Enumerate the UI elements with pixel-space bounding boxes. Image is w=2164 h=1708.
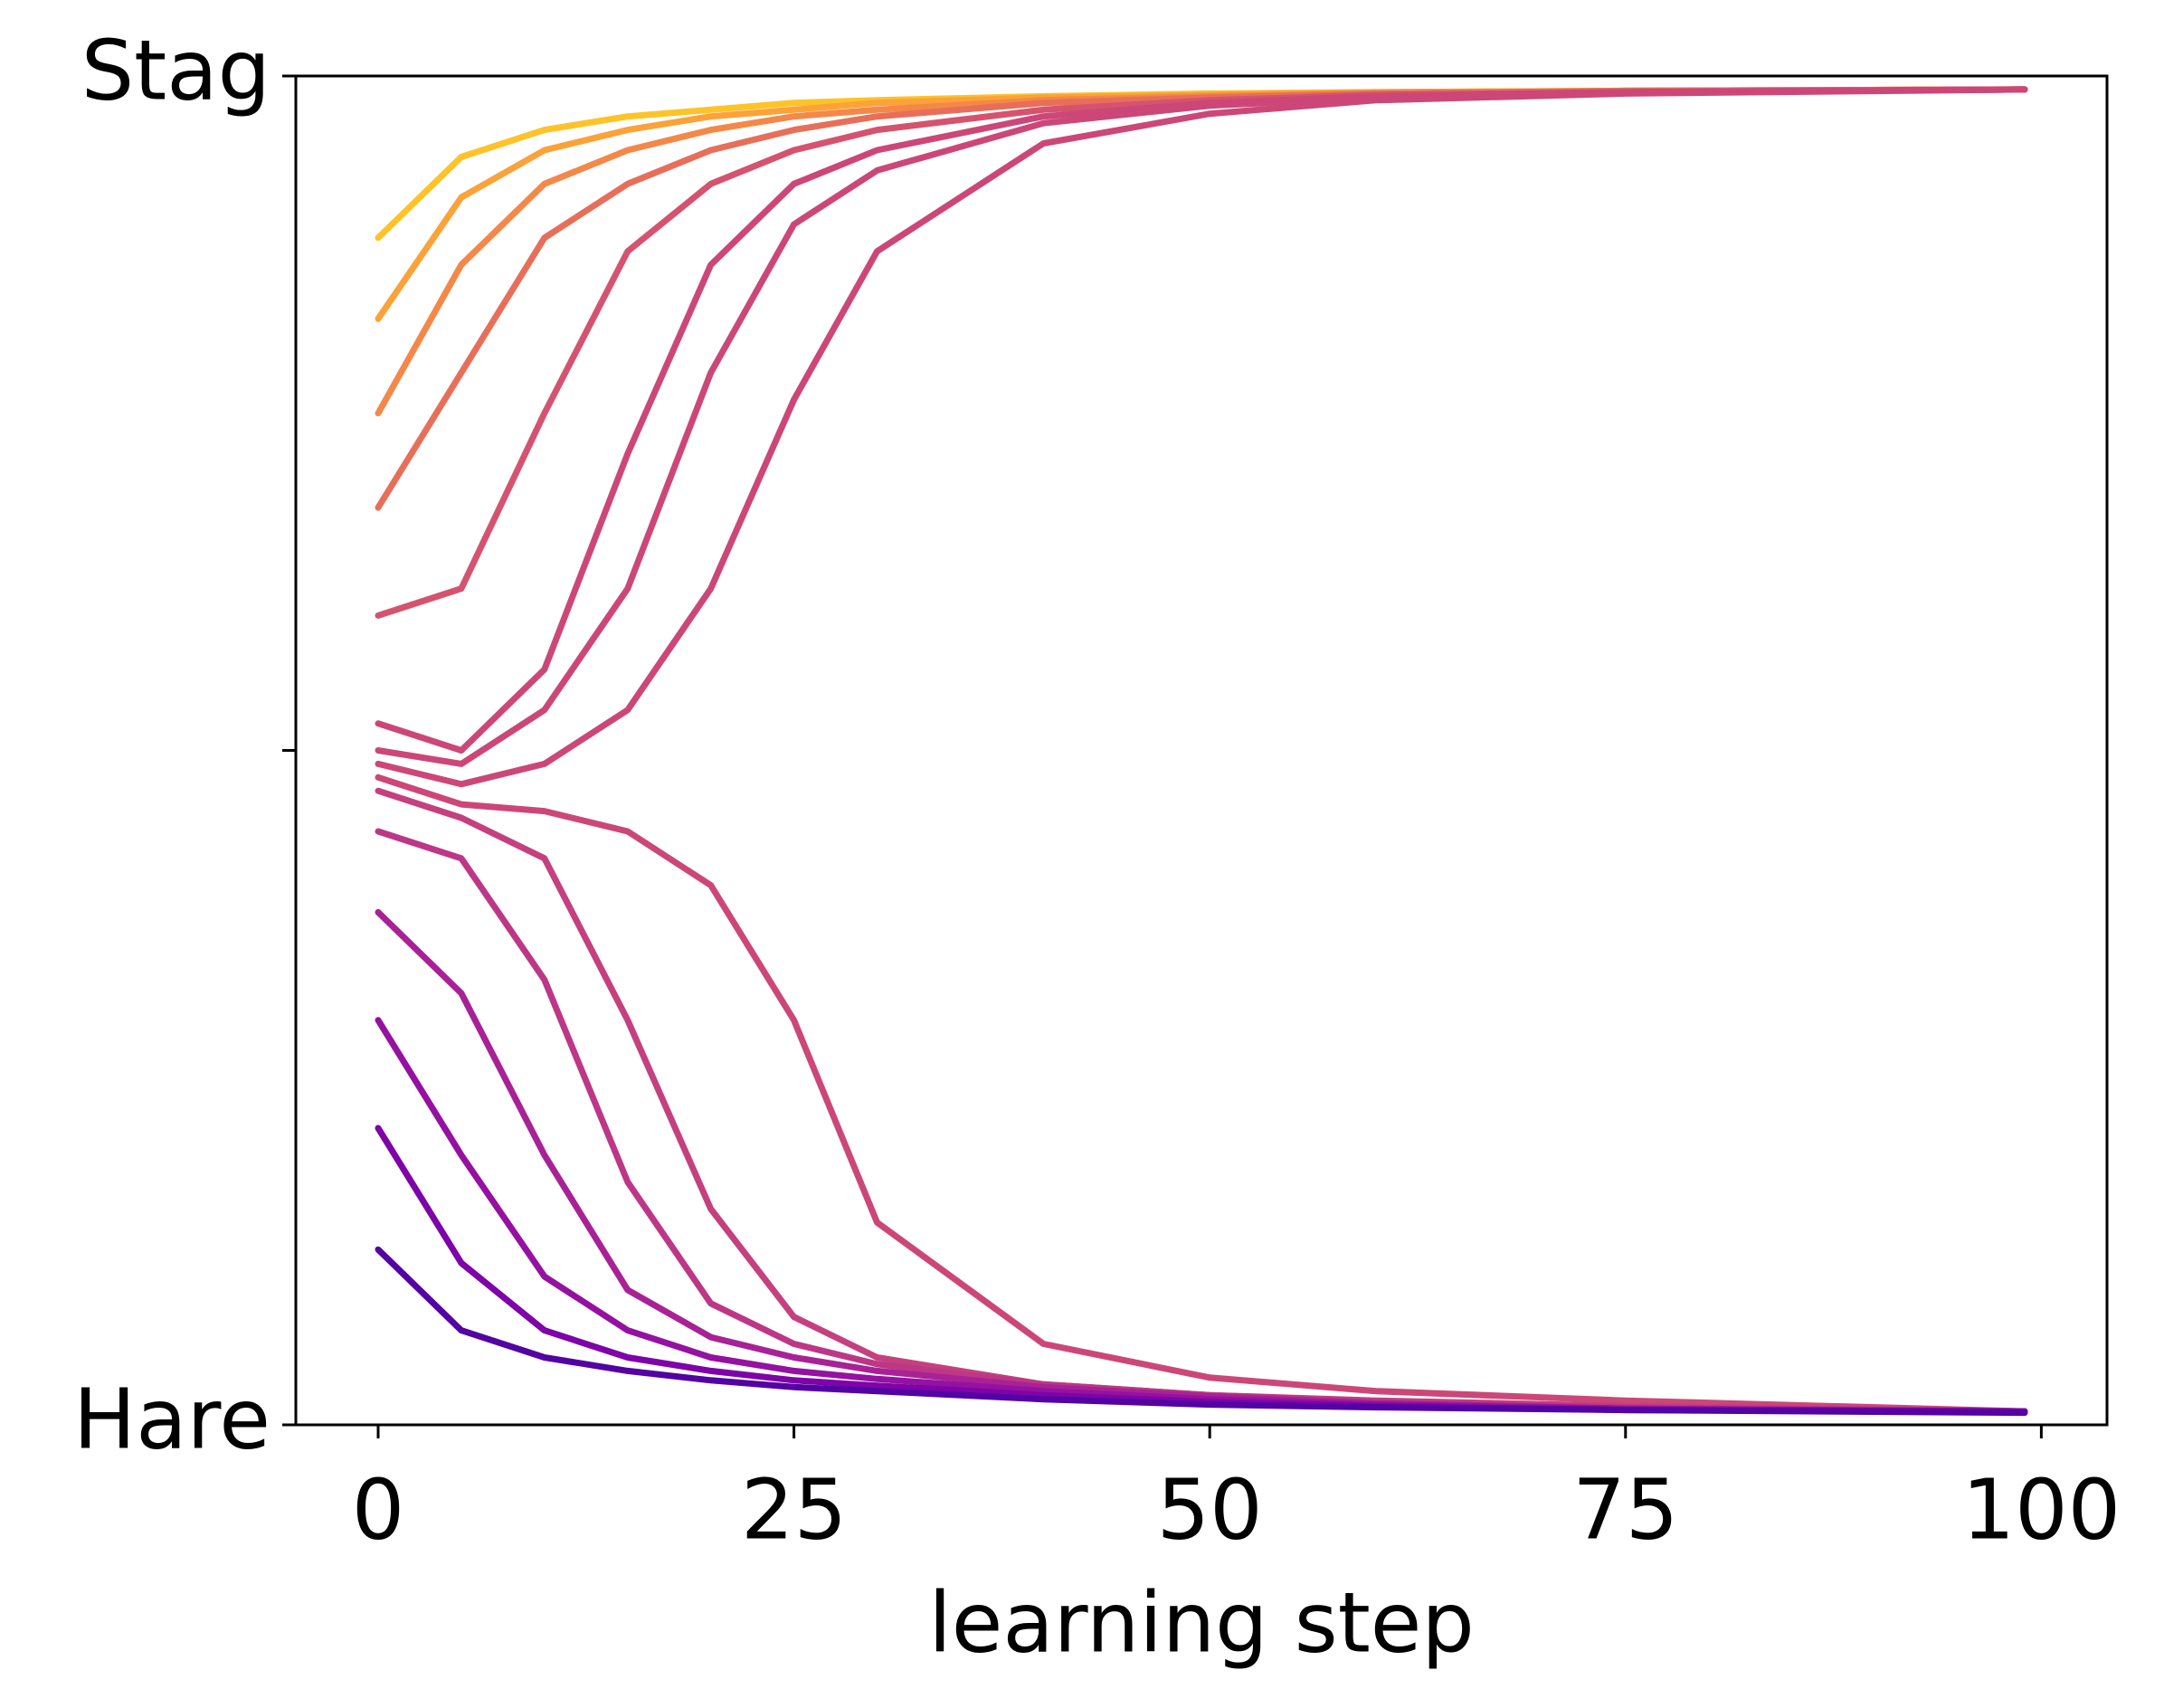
x-tick-label: 0 — [352, 1461, 405, 1558]
series-line — [375, 86, 2028, 322]
x-axis-label: learning step — [928, 1574, 1475, 1671]
x-tick-label: 75 — [1572, 1461, 1678, 1558]
y-tick-label: Stag — [81, 22, 270, 119]
series-line — [375, 773, 2028, 1415]
series-line — [375, 908, 2028, 1415]
series-line — [375, 828, 2028, 1415]
series-line — [375, 1246, 2028, 1417]
series-line — [375, 86, 2028, 619]
x-tick-label: 25 — [741, 1461, 847, 1558]
series-line — [375, 86, 2028, 788]
series-line — [375, 787, 2028, 1415]
lines — [375, 86, 2028, 1417]
series-line — [375, 86, 2028, 767]
y-tick-label: Hare — [73, 1371, 270, 1467]
x-tick-label: 100 — [1962, 1461, 2121, 1558]
x-tick-label: 50 — [1157, 1461, 1263, 1558]
series-line — [375, 86, 2028, 242]
series-line — [375, 1017, 2028, 1415]
